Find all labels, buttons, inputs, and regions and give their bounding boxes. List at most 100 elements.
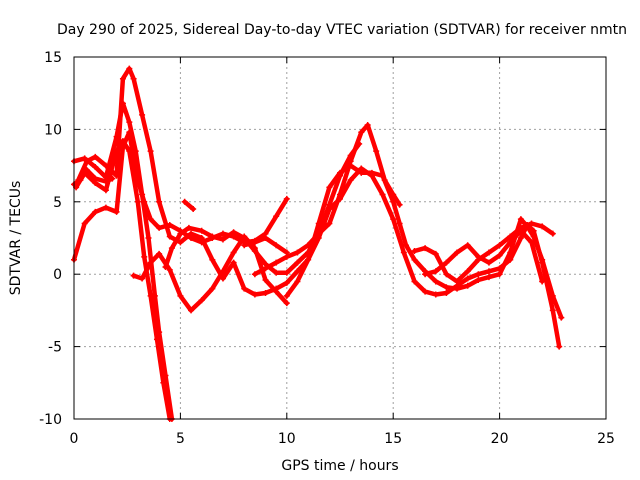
data-point-marker [153,336,160,343]
data-point-marker [209,256,216,263]
data-point-marker [539,256,546,263]
data-point-marker [119,75,126,82]
data-point-marker [432,268,439,275]
data-point-marker [81,220,88,227]
data-point-marker [347,152,354,159]
data-point-marker [475,256,482,263]
data-point-marker [379,172,386,179]
chart-title: Day 290 of 2025, Sidereal Day-to-day VTE… [57,22,627,38]
data-point-marker [390,216,397,223]
data-point-marker [549,307,556,314]
data-point-marker [209,233,216,240]
data-point-marker [283,195,290,202]
data-point-marker [422,271,429,278]
data-point-marker [485,249,492,256]
data-point-marker [364,122,371,129]
y-tick-label: 0 [53,267,62,283]
y-tick-label: 15 [44,50,62,66]
data-point-marker [326,201,333,208]
data-point-marker [162,263,169,270]
data-point-marker [379,191,386,198]
data-point-marker [454,249,461,256]
x-tick-label: 0 [70,431,79,447]
data-point-marker [558,314,565,321]
x-tick-label: 25 [597,431,615,447]
data-point-marker [411,278,418,285]
data-point-marker [241,242,248,249]
data-point-marker [485,259,492,266]
plot-frame [73,56,607,420]
data-point-marker [347,177,354,184]
data-point-marker [119,137,126,144]
series-trace-5 [131,234,290,313]
data-point-marker [198,227,205,234]
data-point-marker [126,119,133,126]
data-point-marker [262,261,269,268]
data-point-marker [396,201,403,208]
data-point-marker [83,158,90,165]
series-trace-9 [422,228,545,284]
data-point-marker [539,278,546,285]
data-point-marker [315,230,322,237]
data-point-marker [147,292,154,299]
data-point-marker [166,266,173,273]
series-trace-12 [182,199,196,212]
data-point-marker [283,292,290,299]
data-point-marker [130,75,137,82]
data-point-marker [517,224,524,231]
data-point-marker [396,220,403,227]
data-point-marker [356,140,363,147]
data-point-marker [443,284,450,291]
data-point-marker [102,187,109,194]
data-point-marker [251,239,258,246]
data-point-marker [190,206,197,213]
x-tick-label: 20 [491,431,509,447]
series-layer [71,65,565,422]
data-point-marker [160,379,167,386]
data-point-marker [283,300,290,307]
data-point-marker [126,148,133,155]
data-point-marker [262,290,269,297]
series-trace-6 [252,122,402,277]
data-point-marker [507,249,514,256]
x-tick-label: 15 [384,431,402,447]
data-point-marker [402,242,409,249]
data-point-marker [373,148,380,155]
data-point-marker [139,111,146,118]
data-point-marker [273,259,280,266]
data-point-marker [443,259,450,266]
data-point-marker [273,269,280,276]
data-point-marker [507,239,514,246]
y-tick-label: -10 [39,412,62,428]
data-point-marker [198,297,205,304]
data-point-marker [156,250,163,257]
data-point-marker [147,148,154,155]
data-point-marker [528,220,535,227]
data-point-marker [475,271,482,278]
data-point-marker [400,249,407,256]
data-point-marker [283,279,290,286]
data-point-marker [496,271,503,278]
data-point-marker [83,166,90,173]
data-point-marker [454,285,461,292]
data-point-marker [443,290,450,297]
data-point-marker [219,230,226,237]
data-point-marker [273,288,280,295]
x-tick-label: 5 [176,431,185,447]
data-point-marker [113,172,120,179]
data-point-marker [294,268,301,275]
data-point-marker [539,223,546,230]
data-point-marker [549,292,556,299]
data-point-marker [422,288,429,295]
y-tick-label: 5 [53,195,62,211]
data-point-marker [181,198,188,205]
data-point-marker [294,249,301,256]
data-point-marker [294,278,301,285]
y-axis-label: SDTVAR / TECUs [8,181,24,296]
data-point-marker [241,235,248,241]
data-point-marker [109,175,116,182]
data-point-marker [130,272,137,279]
data-point-marker [156,224,163,231]
data-point-marker [77,177,84,184]
data-point-marker [188,230,195,237]
